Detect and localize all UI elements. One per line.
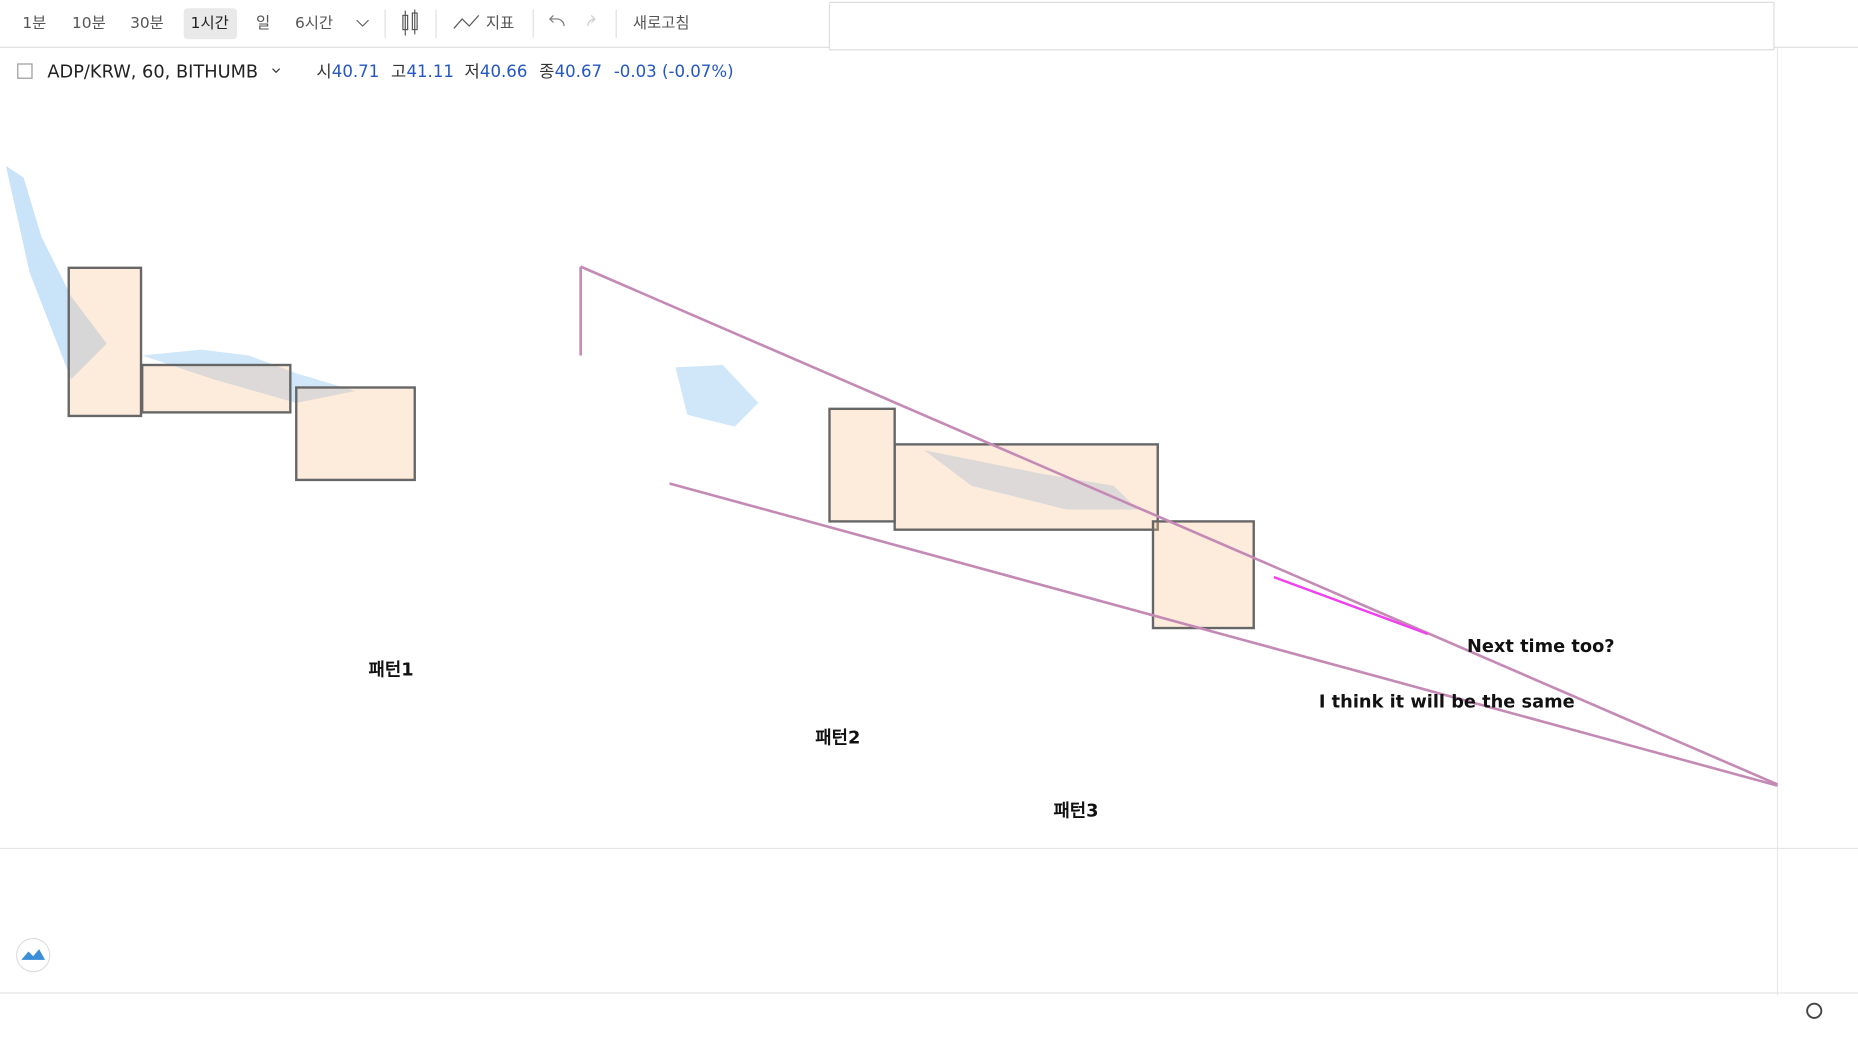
drawing-toolbar — [828, 1, 1775, 51]
ohlc-value: 40.66 — [480, 62, 527, 81]
cloud — [5, 165, 107, 380]
logo — [15, 937, 51, 973]
ohlc-value: 40.67 — [555, 62, 602, 81]
cloud — [675, 364, 759, 427]
ohlc-label: 고 — [391, 62, 406, 81]
refresh-button[interactable]: 새로고침 — [633, 14, 690, 32]
indicator-button[interactable]: 지표 — [486, 14, 514, 32]
change: -0.03 (-0.07%) — [614, 62, 734, 81]
annotation: 패턴3 — [1053, 801, 1098, 822]
undo-button[interactable] — [549, 14, 565, 27]
interval-button[interactable]: 1시간 — [191, 14, 229, 32]
annotation: Next time too? — [1467, 637, 1615, 657]
projection-line — [1273, 575, 1429, 636]
annotation: 패턴1 — [369, 660, 414, 681]
interval-button[interactable]: 6시간 — [295, 14, 333, 32]
pattern-boxes — [67, 266, 1255, 630]
interval-button[interactable]: 1분 — [22, 14, 46, 32]
ohlc-label: 시 — [316, 62, 331, 81]
settings-button[interactable] — [1806, 1002, 1823, 1019]
interval-button[interactable]: 30분 — [130, 14, 164, 32]
chart-type-icon[interactable] — [402, 9, 418, 36]
symbol-icon — [17, 63, 33, 79]
indicator-icon[interactable] — [453, 15, 480, 29]
cloud — [924, 450, 1138, 510]
dropdown-icon[interactable] — [356, 19, 369, 27]
interval-button[interactable]: 10분 — [72, 14, 106, 32]
ohlc-value: 41.11 — [406, 62, 453, 81]
ohlc-label: 종 — [539, 62, 554, 81]
annotation: I think it will be the same — [1319, 693, 1575, 713]
active-interval-bg — [183, 8, 237, 40]
ohlc-label: 저 — [465, 62, 480, 81]
redo-button[interactable] — [587, 14, 596, 27]
trend-lines — [579, 265, 1779, 787]
ohlc-value: 40.71 — [332, 62, 379, 81]
interval-button[interactable]: 일 — [256, 14, 270, 32]
annotation: 패턴2 — [815, 727, 860, 748]
symbol[interactable]: ADP/KRW, 60, BITHUMB — [47, 62, 258, 82]
cloud — [142, 349, 356, 403]
